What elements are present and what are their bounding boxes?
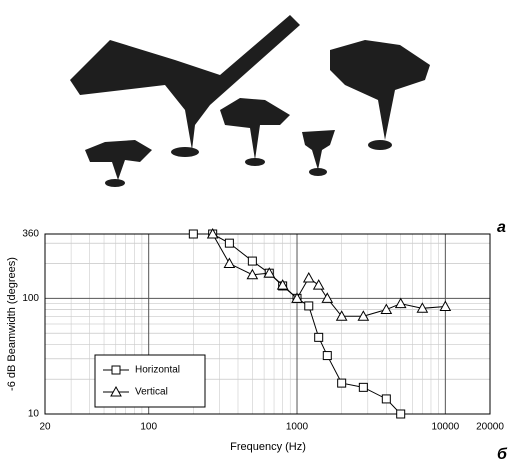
y-tick-label: 360: [22, 229, 39, 240]
panel-label: б: [497, 446, 508, 463]
marker: [416, 302, 429, 313]
marker: [291, 292, 303, 303]
x-axis-label: Frequency (Hz): [230, 441, 306, 453]
legend-label: Horizontal: [135, 365, 180, 376]
marker: [312, 279, 325, 290]
x-tick-label: 1000: [286, 422, 309, 433]
marker: [439, 300, 452, 312]
marker: [337, 378, 347, 388]
legend-box: [94, 354, 206, 408]
panel-label: a: [497, 219, 506, 236]
x-tick-label: 10000: [431, 422, 459, 433]
marker: [358, 382, 368, 392]
marker: [223, 257, 236, 269]
marker: [380, 303, 393, 315]
marker: [322, 351, 332, 361]
x-tick-label: 20000: [476, 422, 504, 433]
marker: [188, 229, 198, 239]
x-tick-label: 100: [140, 422, 157, 433]
photo: [70, 15, 430, 187]
marker: [314, 332, 324, 342]
marker: [321, 292, 334, 303]
marker: [263, 267, 276, 278]
plot-frame: [44, 233, 491, 415]
marker: [246, 268, 259, 280]
legend-marker: [110, 385, 122, 397]
legend-marker: [111, 365, 121, 375]
marker: [381, 394, 391, 404]
marker: [206, 227, 219, 239]
y-axis-label: -6 dB Beamwidth (degrees): [6, 257, 18, 391]
marker: [302, 271, 315, 283]
marker: [304, 301, 314, 311]
marker: [224, 238, 234, 248]
marker: [247, 256, 257, 266]
marker: [394, 297, 407, 309]
y-tick-label: 10: [28, 409, 40, 420]
marker: [357, 310, 370, 321]
marker: [335, 310, 348, 321]
y-tick-label: 100: [22, 293, 39, 304]
legend-label: Vertical: [135, 387, 168, 398]
x-tick-label: 20: [39, 422, 51, 433]
marker: [396, 409, 406, 419]
marker: [276, 279, 289, 290]
